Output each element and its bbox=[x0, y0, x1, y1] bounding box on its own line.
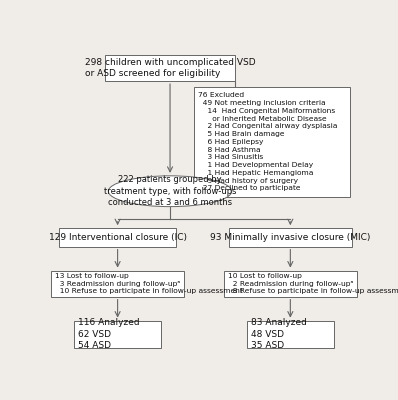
Text: 129 Interventional closure (IC): 129 Interventional closure (IC) bbox=[49, 233, 187, 242]
FancyBboxPatch shape bbox=[194, 86, 350, 197]
Text: 13 Lost to follow-up
  3 Readmission during follow-upᵃ
  10 Refuse to participat: 13 Lost to follow-up 3 Readmission durin… bbox=[55, 273, 243, 294]
Ellipse shape bbox=[108, 176, 232, 207]
FancyBboxPatch shape bbox=[51, 270, 184, 297]
FancyBboxPatch shape bbox=[59, 228, 176, 247]
FancyBboxPatch shape bbox=[74, 320, 161, 348]
Text: 76 Excluded
  49 Not meeting inclusion criteria
    14  Had Congenital Malformat: 76 Excluded 49 Not meeting inclusion cri… bbox=[198, 92, 337, 192]
Text: 93 Minimally invasive closure (MIC): 93 Minimally invasive closure (MIC) bbox=[210, 233, 371, 242]
Text: 222 patients grouped by
treatment type, with follow-ups
conducted at 3 and 6 mon: 222 patients grouped by treatment type, … bbox=[104, 175, 236, 207]
Text: 116 Analyzed
62 VSD
54 ASD: 116 Analyzed 62 VSD 54 ASD bbox=[78, 318, 140, 350]
Text: 298 children with uncomplicated VSD
or ASD screened for eligibility: 298 children with uncomplicated VSD or A… bbox=[85, 58, 256, 78]
Text: 10 Lost to follow-up
  2 Readmission during follow-upᵃ
  8 Refuse to participate: 10 Lost to follow-up 2 Readmission durin… bbox=[228, 273, 398, 294]
FancyBboxPatch shape bbox=[247, 320, 334, 348]
FancyBboxPatch shape bbox=[228, 228, 352, 247]
Text: 83 Analyzed
48 VSD
35 ASD: 83 Analyzed 48 VSD 35 ASD bbox=[251, 318, 307, 350]
FancyBboxPatch shape bbox=[224, 270, 357, 297]
FancyBboxPatch shape bbox=[105, 55, 235, 81]
